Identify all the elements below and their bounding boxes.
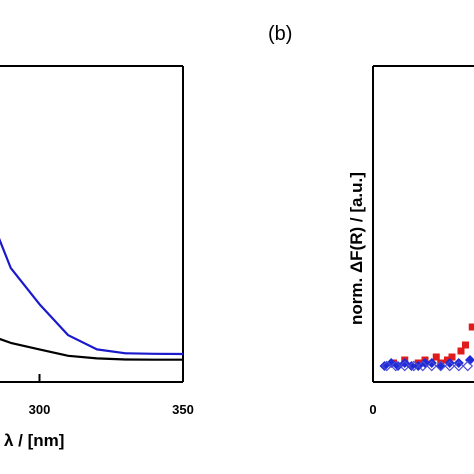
panel-a-series-line-blue [0, 237, 184, 356]
panel-b-open-diamond-point [408, 360, 420, 372]
panel-b-blue-diamond-point [453, 358, 464, 368]
panel-b-red-square-point [444, 356, 451, 364]
panel-b-open-diamond-point [462, 360, 474, 372]
panel-b-blue-diamond-point [406, 361, 417, 371]
panel-a-chart: 300 350 λ / [nm] [0, 65, 194, 450]
panel-a-tick-labels: 300 350 [29, 402, 194, 417]
panel-b-series-points [379, 323, 474, 372]
panel-b-open-diamond-point [390, 360, 402, 372]
panel-b-tick-labels: 0 [369, 402, 376, 417]
panel-b-open-diamond-point [399, 360, 411, 372]
panel-b-open-diamond-point [444, 360, 456, 372]
panel-a-x-tick-label: 300 [29, 402, 51, 417]
panel-a-series-line-black [0, 337, 183, 361]
panel-b-red-square-point [462, 341, 469, 349]
panel-b-red-square-point [468, 323, 474, 331]
panel-b-label: (b) [268, 23, 292, 45]
panel-a-x-tick-label: 350 [172, 402, 194, 417]
panel-b-open-diamond-point [426, 360, 438, 372]
panel-b-blue-diamond-point [465, 355, 474, 365]
panel-b-red-square-point [457, 347, 465, 355]
panel-b-x-tick-label: 0 [369, 402, 376, 417]
panel-b-open-diamond-point [417, 360, 429, 372]
panel-b-open-diamond-point [453, 360, 465, 372]
panel-b-red-square-point [448, 353, 456, 361]
panel-b-blue-diamond-point [426, 358, 437, 368]
panel-b-open-diamond-point [435, 360, 447, 372]
panel-b-red-square-point [432, 353, 440, 361]
panel-a-series-lines [0, 237, 184, 361]
panel-b-y-axis-title: norm. ΔF(R) / [a.u.] [347, 172, 366, 325]
panel-b-open-diamond-point [381, 360, 393, 372]
panel-b-blue-diamond-point [444, 358, 455, 368]
panel-a-x-axis-title: λ / [nm] [4, 431, 64, 450]
panel-a-ticks [38, 374, 184, 382]
panel-b-chart: 0 norm. ΔF(R) / [a.u.] [347, 65, 474, 417]
